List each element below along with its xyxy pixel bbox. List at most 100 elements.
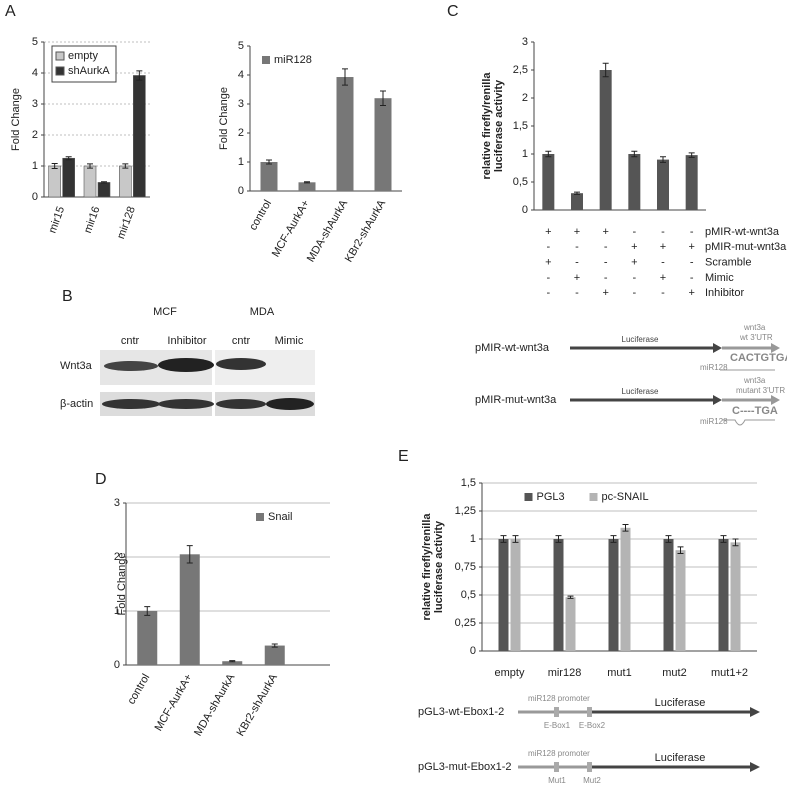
table-cell: +	[545, 257, 551, 269]
y-tick-label: 1	[114, 605, 120, 617]
y-axis-label: Fold Change	[116, 553, 128, 616]
y-axis-label: relative firefly/renilla	[421, 513, 433, 621]
x-tick-label: MDA-shAurkA	[305, 197, 351, 264]
gene-label: Luciferase	[622, 335, 659, 344]
bar	[510, 539, 521, 651]
y-tick-label: 5	[32, 36, 38, 48]
y-axis-label: Fold Change	[10, 88, 22, 151]
error-bar	[266, 159, 272, 165]
y-tick-label: 0,5	[513, 176, 528, 188]
blot-lane: Mimic	[275, 335, 304, 347]
error-bar	[87, 163, 93, 169]
error-bar	[732, 538, 739, 547]
x-tick-label: control	[247, 198, 274, 233]
y-tick-label: 3	[522, 36, 528, 48]
legend-label: miR128	[274, 54, 312, 66]
error-bar	[304, 181, 310, 184]
panel-label: E	[398, 448, 409, 465]
bar	[83, 165, 97, 198]
table-cell: +	[574, 272, 580, 284]
error-bar	[65, 156, 72, 161]
error-bar	[380, 90, 386, 106]
error-bar	[677, 546, 684, 555]
bar	[608, 539, 619, 651]
error-bar	[555, 535, 562, 543]
x-tick-label: mir15	[47, 205, 68, 235]
legend-swatch	[589, 493, 598, 501]
table-cell: +	[631, 257, 637, 269]
error-bar	[500, 535, 507, 543]
bar	[264, 645, 285, 665]
panel-label: C	[447, 3, 459, 20]
y-tick-label: 0,5	[461, 589, 476, 601]
table-cell: -	[690, 257, 694, 269]
construct-name: pGL3-mut-Ebox1-2	[418, 761, 512, 773]
y-tick-label: 0	[522, 204, 528, 216]
table-cell: -	[575, 287, 579, 299]
table-cell: -	[575, 241, 579, 253]
error-bar	[660, 156, 666, 163]
bar	[718, 539, 729, 651]
y-axis-label: luciferase activity	[433, 520, 445, 613]
blot-lane: cntr	[121, 335, 140, 347]
bar	[599, 70, 612, 210]
table-cell: -	[546, 241, 550, 253]
table-cell: +	[602, 226, 608, 238]
table-row-label: pMIR-wt-wnt3a	[705, 226, 780, 238]
construct-name: pMIR-wt-wnt3a	[475, 342, 550, 354]
table-cell: -	[632, 272, 636, 284]
site-label: Mut2	[583, 776, 601, 785]
bar	[498, 539, 509, 651]
construct-name: pMIR-mut-wnt3a	[475, 394, 557, 406]
y-axis-label: relative firefly/renilla	[481, 72, 493, 180]
gene-label: Luciferase	[655, 752, 706, 764]
x-tick-label: control	[125, 672, 152, 707]
x-tick-label: MCF-AurkA+	[270, 198, 312, 259]
table-cell: -	[661, 257, 665, 269]
x-tick-label: empty	[495, 667, 525, 679]
site-label: E-Box1	[544, 721, 571, 730]
y-tick-label: 3	[238, 98, 244, 110]
table-row-label: Inhibitor	[705, 287, 744, 299]
bar	[730, 542, 741, 651]
blot-lane: Inhibitor	[167, 335, 206, 347]
y-tick-label: 0,75	[455, 561, 476, 573]
x-tick-label: mir128	[115, 205, 138, 241]
x-tick-label: KBr2-shAurkA	[235, 671, 281, 738]
bar	[553, 539, 564, 651]
mirna-label: miR128	[700, 363, 728, 372]
legend-swatch	[524, 493, 533, 501]
y-tick-label: 0,25	[455, 617, 476, 629]
error-bar	[186, 545, 193, 564]
bar	[571, 193, 583, 210]
construct-diagram	[570, 343, 780, 426]
bar	[657, 159, 669, 210]
y-tick-label: 1	[238, 156, 244, 168]
site-sequence: CACTGTGA	[730, 352, 787, 364]
error-bar	[144, 606, 151, 616]
legend-label: empty	[68, 50, 98, 62]
table-cell: -	[546, 272, 550, 284]
legend-swatch	[256, 513, 264, 521]
table-cell: +	[602, 287, 608, 299]
mirna-label: miR128	[700, 417, 728, 426]
y-axis-label: Fold Change	[218, 87, 230, 150]
y-tick-label: 4	[32, 67, 38, 79]
panel-label: B	[62, 288, 73, 305]
error-bar	[545, 150, 552, 158]
bar	[97, 182, 111, 198]
table-cell: -	[546, 287, 550, 299]
table-cell: -	[632, 226, 636, 238]
error-bar	[122, 163, 129, 169]
y-tick-label: 1,25	[455, 505, 476, 517]
x-tick-label: mir16	[82, 205, 103, 235]
y-tick-label: 0	[238, 185, 244, 197]
bar	[133, 75, 146, 198]
bar	[48, 165, 61, 198]
y-tick-label: 2	[32, 129, 38, 141]
table-cell: -	[661, 287, 665, 299]
bar	[374, 98, 392, 191]
y-tick-label: 1	[470, 533, 476, 545]
bar	[260, 162, 278, 191]
